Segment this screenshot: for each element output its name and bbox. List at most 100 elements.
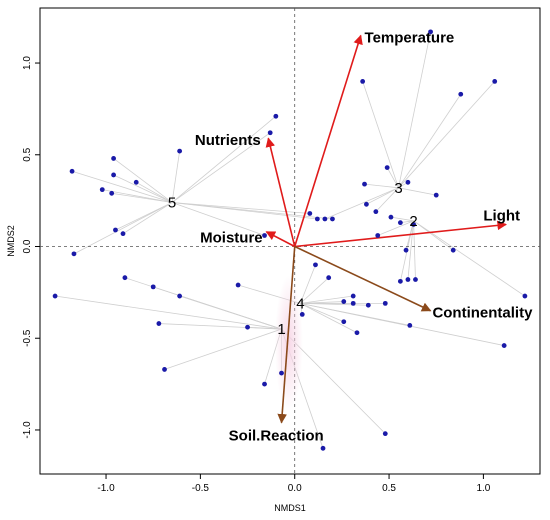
spider-line bbox=[375, 187, 399, 212]
spider-line bbox=[362, 81, 399, 188]
vector-arrow-continentality bbox=[294, 245, 432, 312]
spider-line bbox=[300, 302, 505, 346]
site-point bbox=[273, 113, 279, 119]
spider-line bbox=[300, 264, 316, 304]
site-point bbox=[397, 278, 403, 284]
site-point bbox=[403, 247, 409, 253]
spider-line bbox=[172, 202, 310, 214]
site-point bbox=[330, 216, 335, 222]
site-point bbox=[365, 302, 371, 308]
vector-arrow-nutrients bbox=[265, 137, 296, 247]
y-tick-label: -1.0 bbox=[22, 421, 33, 439]
site-point bbox=[120, 231, 126, 237]
vector-arrow-moisture bbox=[265, 231, 296, 248]
site-point bbox=[267, 130, 273, 136]
plot-frame bbox=[39, 7, 541, 475]
spider-line bbox=[300, 302, 369, 306]
site-point bbox=[150, 284, 156, 290]
spider-line bbox=[386, 167, 399, 188]
site-point bbox=[407, 322, 413, 328]
vector-arrow-soil-reaction bbox=[277, 246, 296, 424]
spider-line bbox=[164, 328, 282, 370]
spider-line bbox=[172, 202, 333, 220]
spider-line bbox=[366, 187, 399, 205]
site-point bbox=[405, 277, 411, 282]
x-tick-label: -0.5 bbox=[192, 483, 210, 494]
spider-line bbox=[113, 158, 173, 203]
site-point bbox=[501, 343, 507, 348]
site-point bbox=[162, 367, 167, 372]
site-point bbox=[113, 227, 118, 233]
site-point bbox=[522, 293, 528, 299]
site-point bbox=[177, 148, 183, 154]
spider-line bbox=[324, 187, 399, 220]
site-point bbox=[99, 187, 105, 193]
y-axis-title: NMDS2 bbox=[6, 225, 16, 257]
site-point bbox=[109, 190, 115, 196]
spider-line bbox=[300, 277, 329, 304]
y-tick-label: 0.5 bbox=[22, 147, 33, 161]
centroid-label-5: 5 bbox=[168, 194, 176, 211]
site-point bbox=[411, 222, 416, 227]
spider-line bbox=[111, 192, 173, 203]
centroid-label-4: 4 bbox=[296, 295, 304, 312]
spider-line bbox=[398, 81, 496, 189]
site-point bbox=[307, 211, 313, 216]
site-point bbox=[313, 262, 318, 268]
centroid-label-3: 3 bbox=[394, 180, 402, 197]
site-point bbox=[122, 275, 128, 281]
spider-line bbox=[407, 220, 414, 280]
site-point bbox=[458, 91, 464, 97]
site-point bbox=[350, 300, 356, 306]
spider-line bbox=[171, 151, 181, 203]
spider-line bbox=[364, 183, 399, 189]
spider-line bbox=[113, 174, 173, 203]
site-point bbox=[375, 233, 381, 238]
y-tick-label: -0.5 bbox=[22, 329, 33, 347]
spider-line bbox=[55, 295, 282, 330]
site-point bbox=[52, 293, 58, 299]
site-point bbox=[322, 216, 328, 222]
vector-label-light: Light bbox=[483, 207, 520, 224]
site-point bbox=[245, 324, 250, 330]
site-points bbox=[52, 29, 528, 451]
spider-line bbox=[413, 220, 416, 280]
site-point bbox=[450, 247, 456, 253]
spider-line bbox=[300, 295, 354, 304]
site-point bbox=[235, 282, 241, 288]
vector-label-moisture: Moisture bbox=[200, 229, 263, 246]
site-point bbox=[279, 370, 284, 376]
spider-line bbox=[398, 31, 431, 188]
x-axis-title: NMDS1 bbox=[274, 503, 306, 513]
site-point bbox=[364, 201, 369, 207]
x-tick-label: -1.0 bbox=[97, 483, 115, 494]
vector-label-temperature: Temperature bbox=[365, 29, 455, 46]
environmental-vectors: Temperature Nutrients Moisture Light Contine… bbox=[195, 29, 533, 444]
axis-ticks: -1.0 -0.5 0.0 0.5 1.0 -1.0 -0.5 0.0 0.5 1.0 bbox=[22, 56, 491, 494]
spider-line bbox=[136, 181, 173, 203]
spider-line bbox=[390, 216, 414, 222]
site-point bbox=[133, 179, 139, 185]
spider-line bbox=[71, 170, 173, 203]
site-point bbox=[320, 445, 326, 451]
site-point bbox=[326, 275, 332, 281]
site-point bbox=[373, 209, 379, 215]
spider-line bbox=[398, 94, 462, 189]
site-point bbox=[350, 293, 356, 299]
x-tick-label: 0.0 bbox=[288, 483, 302, 494]
soil-reaction-glow bbox=[274, 275, 303, 412]
site-point bbox=[299, 311, 305, 317]
site-point bbox=[388, 214, 394, 220]
x-tick-label: 1.0 bbox=[476, 483, 490, 494]
site-point bbox=[156, 321, 162, 326]
spider-line bbox=[171, 132, 271, 203]
spider-line bbox=[300, 303, 358, 334]
spider-line bbox=[398, 187, 437, 196]
site-point bbox=[384, 165, 390, 171]
site-point bbox=[428, 29, 433, 35]
y-tick-label: 1.0 bbox=[22, 56, 33, 70]
site-point bbox=[492, 78, 498, 84]
highlight-glow bbox=[274, 275, 303, 412]
